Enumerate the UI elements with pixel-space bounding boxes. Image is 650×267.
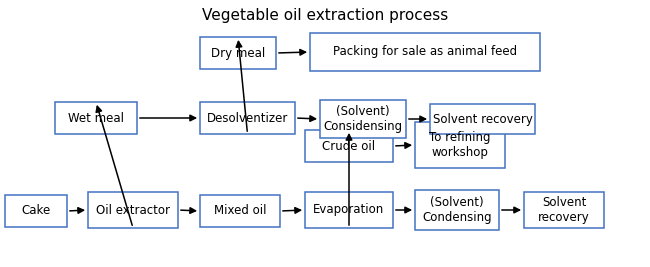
- Text: Packing for sale as animal feed: Packing for sale as animal feed: [333, 45, 517, 58]
- FancyBboxPatch shape: [200, 102, 295, 134]
- Text: Oil extractor: Oil extractor: [96, 203, 170, 217]
- FancyBboxPatch shape: [320, 100, 406, 138]
- Text: Wet meal: Wet meal: [68, 112, 124, 124]
- FancyBboxPatch shape: [524, 192, 604, 228]
- Text: Desolventizer: Desolventizer: [207, 112, 288, 124]
- FancyBboxPatch shape: [200, 37, 276, 69]
- Text: Solvent
recovery: Solvent recovery: [538, 196, 590, 224]
- Text: Dry meal: Dry meal: [211, 46, 265, 60]
- Text: Cake: Cake: [21, 205, 51, 218]
- FancyBboxPatch shape: [415, 122, 505, 168]
- Text: Mixed oil: Mixed oil: [214, 205, 266, 218]
- Text: To refining
workshop: To refining workshop: [429, 131, 491, 159]
- FancyBboxPatch shape: [305, 192, 393, 228]
- Text: (Solvent)
Condensing: (Solvent) Condensing: [422, 196, 492, 224]
- FancyBboxPatch shape: [430, 104, 535, 134]
- FancyBboxPatch shape: [305, 130, 393, 162]
- FancyBboxPatch shape: [200, 195, 280, 227]
- Text: Crude oil: Crude oil: [322, 139, 376, 152]
- FancyBboxPatch shape: [55, 102, 137, 134]
- Text: Evaporation: Evaporation: [313, 203, 385, 217]
- FancyBboxPatch shape: [88, 192, 178, 228]
- FancyBboxPatch shape: [415, 190, 499, 230]
- Text: Vegetable oil extraction process: Vegetable oil extraction process: [202, 8, 448, 23]
- FancyBboxPatch shape: [310, 33, 540, 71]
- Text: Solvent recovery: Solvent recovery: [432, 112, 532, 125]
- FancyBboxPatch shape: [5, 195, 67, 227]
- Text: (Solvent)
Considensing: (Solvent) Considensing: [324, 105, 402, 133]
